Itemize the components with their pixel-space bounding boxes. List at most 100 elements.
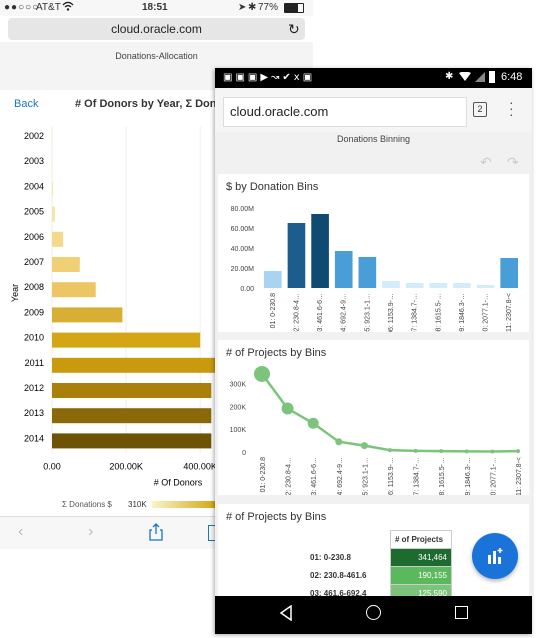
x-tick-label: 11: 2307.8-< bbox=[516, 457, 523, 495]
share-icon[interactable] bbox=[148, 523, 164, 546]
data-point bbox=[413, 448, 418, 453]
bar bbox=[52, 156, 53, 172]
row-label: 03: 461.6-692.4 bbox=[310, 589, 367, 598]
battery-icon bbox=[489, 71, 495, 83]
back-button[interactable]: Back bbox=[14, 98, 39, 110]
bar bbox=[52, 206, 55, 222]
android-nav-bar bbox=[215, 596, 532, 634]
x-tick-label: 07: 1384.7-… bbox=[412, 293, 419, 332]
y-tick-label: 40.00M bbox=[231, 246, 255, 253]
android-time: 6:48 bbox=[501, 71, 523, 83]
y-tick-label: 2007 bbox=[24, 257, 44, 267]
table-row[interactable]: 02: 230.8-461.6 190,155 bbox=[306, 566, 452, 585]
x-tick-label: 09: 1846.3-… bbox=[459, 293, 466, 332]
x-tick-label: 200.00K bbox=[109, 462, 143, 472]
y-tick-label: 2003 bbox=[24, 156, 44, 166]
bar bbox=[287, 223, 306, 288]
ios-time: 18:51 bbox=[142, 2, 168, 13]
bar bbox=[334, 251, 353, 288]
data-point bbox=[360, 442, 368, 450]
chrome-address-bar[interactable]: cloud.oracle.com bbox=[223, 97, 467, 127]
nav-home-icon[interactable] bbox=[366, 605, 381, 620]
y-tick-label: 2005 bbox=[24, 207, 44, 217]
bar bbox=[500, 258, 518, 288]
x-tick-label: 400.00K bbox=[183, 462, 217, 472]
nav-back-icon[interactable] bbox=[279, 604, 293, 626]
battery-icon bbox=[284, 3, 304, 13]
bar bbox=[264, 271, 282, 288]
nav-back-icon[interactable]: ‹ bbox=[18, 523, 24, 540]
bar bbox=[52, 383, 212, 398]
bar bbox=[52, 307, 123, 323]
column-header: # of Projects bbox=[390, 530, 452, 549]
data-point bbox=[439, 449, 444, 454]
wifi-icon bbox=[459, 71, 471, 85]
data-point bbox=[388, 448, 392, 453]
wifi-icon bbox=[62, 1, 74, 14]
y-tick-label: 2009 bbox=[24, 307, 44, 317]
ios-url-text: cloud.oracle.com bbox=[111, 22, 202, 36]
table-row[interactable]: 01: 0-230.8 341,464 bbox=[306, 548, 452, 567]
bar bbox=[429, 283, 448, 288]
legend-value: 310K bbox=[128, 500, 147, 509]
bar bbox=[52, 257, 80, 272]
x-tick-label: 05: 923.1-1… bbox=[364, 293, 371, 332]
page-title: Donations-Allocation bbox=[115, 51, 198, 61]
y-tick-label: 0.00 bbox=[240, 286, 254, 293]
donation-bins-card: $ by Donation Bins 0.00 20.00M 40.00M 60.00… bbox=[218, 174, 529, 332]
data-point bbox=[516, 449, 520, 454]
chart-add-icon bbox=[488, 548, 503, 564]
row-value: 341,464 bbox=[390, 548, 452, 567]
battery-percent: 77% bbox=[258, 2, 279, 13]
row-label: 02: 230.8-461.6 bbox=[310, 571, 367, 580]
bar bbox=[52, 332, 201, 348]
redo-icon[interactable]: ↷ bbox=[507, 154, 519, 170]
undo-icon[interactable]: ↶ bbox=[480, 154, 492, 170]
line-series bbox=[260, 373, 519, 453]
bar bbox=[476, 285, 495, 288]
y-tick-label: 2011 bbox=[25, 358, 44, 368]
bar bbox=[453, 283, 471, 288]
donors-by-year-chart: 2002 2003 2004 2005 2006 2007 2008 2009 2010 2011… bbox=[10, 126, 217, 488]
row-label: 01: 0-230.8 bbox=[310, 553, 351, 562]
y-tick-label: 2008 bbox=[24, 282, 44, 292]
nav-recents-icon[interactable] bbox=[455, 606, 468, 619]
bar bbox=[52, 433, 212, 449]
x-tick-label: 09: 1846.3-… bbox=[465, 457, 472, 495]
location-icon: ➤ bbox=[238, 2, 247, 13]
signal-dots-icon: ●●○○○ bbox=[4, 2, 40, 13]
bar bbox=[52, 231, 64, 247]
android-status-bar: ▣▣▣▶↝✔ⅹ▣ ✱ 6:48 bbox=[215, 68, 532, 88]
add-visualization-button[interactable] bbox=[472, 533, 518, 579]
x-tick-label: 05: 923.1-1… bbox=[362, 457, 369, 495]
projects-table: # of Projects 01: 0-230.8 341,464 02: 23… bbox=[306, 530, 452, 603]
x-axis-label: # Of Donors bbox=[154, 478, 203, 488]
data-point bbox=[335, 438, 343, 446]
data-point bbox=[281, 402, 294, 415]
projects-table-card: # of Projects by Bins # of Projects 01: … bbox=[218, 504, 529, 603]
card-title: # of Projects by Bins bbox=[226, 511, 327, 523]
chrome-url-text: cloud.oracle.com bbox=[230, 104, 329, 119]
overflow-menu-icon[interactable]: · · · bbox=[509, 94, 514, 122]
y-tick-label: 0 bbox=[242, 450, 246, 457]
x-tick-label: 02: 230.8-4… bbox=[293, 293, 300, 332]
y-tick-label: 2004 bbox=[24, 181, 44, 191]
carrier-label: AT&T bbox=[36, 2, 61, 13]
x-tick-label: 11: 2307.8-< bbox=[506, 293, 513, 332]
tab-switcher-button[interactable]: 2 bbox=[473, 102, 487, 117]
data-point bbox=[464, 449, 469, 454]
bar bbox=[52, 408, 212, 424]
bar bbox=[52, 181, 54, 197]
bar bbox=[405, 283, 424, 288]
x-tick-label: 10: 2077.1-… bbox=[483, 293, 490, 332]
y-tick-label: 60.00M bbox=[231, 226, 255, 233]
bar bbox=[52, 131, 53, 146]
bar bbox=[358, 257, 377, 288]
x-tick-label: 06: 1153.9-… bbox=[388, 293, 395, 332]
data-point bbox=[490, 449, 495, 454]
reload-icon[interactable]: ↻ bbox=[288, 21, 300, 37]
ios-address-bar[interactable]: cloud.oracle.com ↻ bbox=[8, 18, 305, 40]
y-tick-label: 2002 bbox=[24, 131, 44, 141]
nav-forward-icon[interactable]: › bbox=[88, 523, 94, 540]
donation-bins-chart: 0.00 20.00M 40.00M 60.00M 80.00M 01: 0-230.8 0… bbox=[231, 206, 518, 332]
